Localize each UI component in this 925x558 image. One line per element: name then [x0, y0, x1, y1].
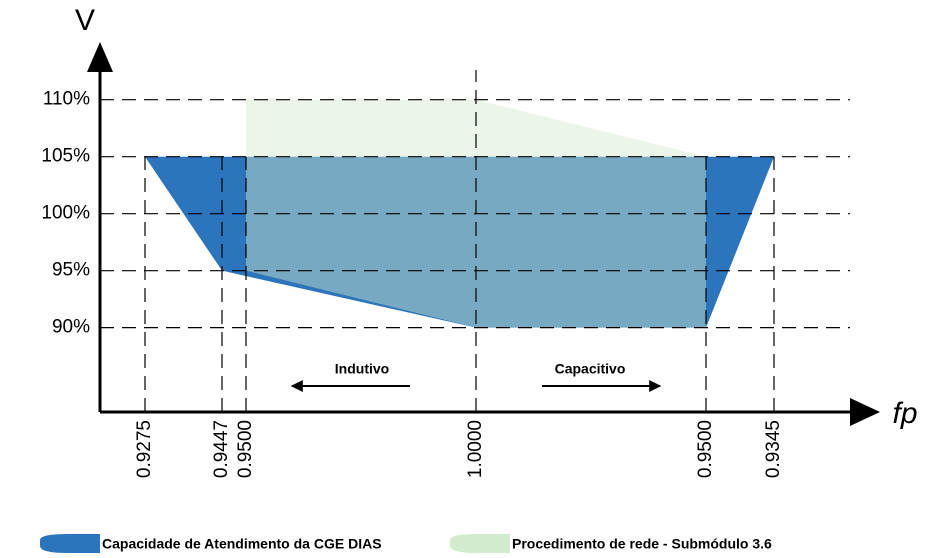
y-tick-label: 90% [52, 317, 90, 338]
x-tick-label: 0.9500 [235, 420, 256, 478]
x-tick-label: 0.9275 [134, 420, 155, 478]
band-area [145, 156, 774, 328]
annotation: Indutivo [335, 361, 389, 377]
x-tick-label: 0.9500 [695, 420, 716, 478]
y-tick-label: 100% [41, 203, 90, 224]
y-tick-label: 110% [43, 89, 90, 110]
y-axis-arrow [87, 42, 113, 72]
x-axis-arrow [850, 398, 880, 426]
x-tick-label: 0.9345 [763, 420, 784, 478]
legend-swatch [40, 534, 100, 553]
y-tick-label: 105% [41, 146, 90, 167]
x-axis-label: fp [892, 397, 917, 430]
x-tick-label: 1.0000 [465, 420, 486, 478]
legend-swatch [450, 534, 510, 553]
legend-label: Procedimento de rede - Submódulo 3.6 [512, 536, 772, 552]
x-tick-label: 0.9447 [211, 420, 232, 478]
annotation: Capacitivo [555, 361, 626, 377]
y-tick-label: 95% [52, 260, 90, 281]
legend-label: Capacidade de Atendimento da CGE DIAS [102, 536, 382, 552]
y-axis-label: V [75, 4, 95, 37]
